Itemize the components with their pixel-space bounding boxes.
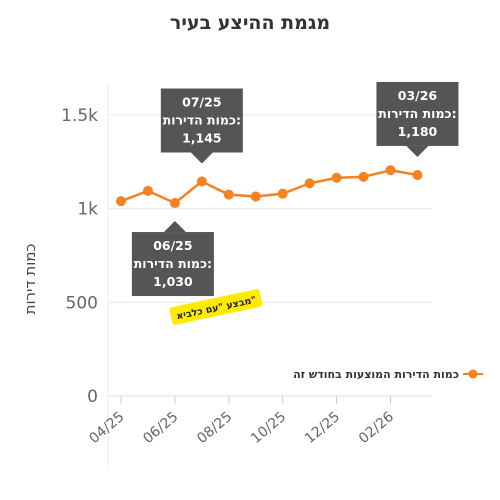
- x-tick-label: 10/25: [248, 409, 289, 447]
- callout-pointer: [190, 152, 213, 164]
- callout-text: כמות הדירות:: [163, 113, 241, 128]
- data-point: [142, 185, 153, 196]
- data-point: [412, 169, 423, 180]
- y-tick-label: 500: [66, 293, 98, 313]
- x-tick-label: 06/25: [140, 409, 181, 447]
- legend-label: כמות הדירות המוצעות בחודש זה: [293, 368, 459, 381]
- callout-text: 1,030: [153, 274, 193, 289]
- y-tick-label: 0: [87, 387, 98, 407]
- data-point: [250, 191, 261, 202]
- stamp-box: [169, 289, 263, 325]
- data-point: [304, 178, 315, 189]
- callout-box: [131, 232, 214, 297]
- legend-swatch-marker: [468, 369, 478, 379]
- callout-text: 07/25: [182, 95, 221, 110]
- x-axis-ticks: 04/25 06/25 08/25 10/25 12/25 02/26: [86, 396, 397, 447]
- callout-pointer: [163, 221, 186, 233]
- data-point: [277, 188, 288, 199]
- chart-title: מגמת ההיצע בעיר: [170, 12, 330, 34]
- data-point: [169, 198, 180, 209]
- callout-box: [376, 81, 459, 146]
- callout-text: כמות הדירות:: [134, 256, 212, 271]
- x-tick-label: 02/26: [356, 409, 397, 447]
- data-point: [385, 165, 396, 176]
- callout-text: 1,180: [398, 124, 438, 139]
- series-group: [116, 165, 423, 209]
- callout-text: 06/25: [153, 238, 192, 253]
- data-point: [223, 189, 234, 200]
- callout: 07/25 כמות הדירות: 1,145: [160, 88, 243, 164]
- legend: כמות הדירות המוצעות בחודש זה: [293, 368, 483, 381]
- data-point: [116, 196, 126, 207]
- callout-text: כמות הדירות:: [378, 106, 456, 121]
- callout: 06/25 כמות הדירות: 1,030: [131, 221, 214, 297]
- callouts: 07/25 כמות הדירות: 1,145 03/26 כמות הדירות: 1…: [131, 81, 459, 297]
- series-line: [120, 169, 418, 205]
- x-tick-label: 08/25: [194, 409, 235, 447]
- y-tick-label: 1k: [77, 200, 98, 220]
- callout-text: 03/26: [398, 88, 438, 103]
- x-tick-label: 12/25: [302, 409, 343, 447]
- data-point: [331, 172, 342, 183]
- data-point: [196, 176, 207, 187]
- callout-box: [160, 88, 243, 153]
- y-axis-ticks: 0 500 1k 1.5k: [61, 106, 98, 407]
- y-axis-label: כמות דירות: [21, 244, 39, 315]
- callout-pointer: [406, 145, 429, 157]
- x-tick-label: 04/25: [86, 409, 127, 447]
- y-tick-label: 1.5k: [61, 106, 98, 126]
- callout: 03/26 כמות הדירות: 1,180: [376, 81, 459, 157]
- data-point: [358, 171, 369, 182]
- callout-text: 1,145: [182, 131, 222, 146]
